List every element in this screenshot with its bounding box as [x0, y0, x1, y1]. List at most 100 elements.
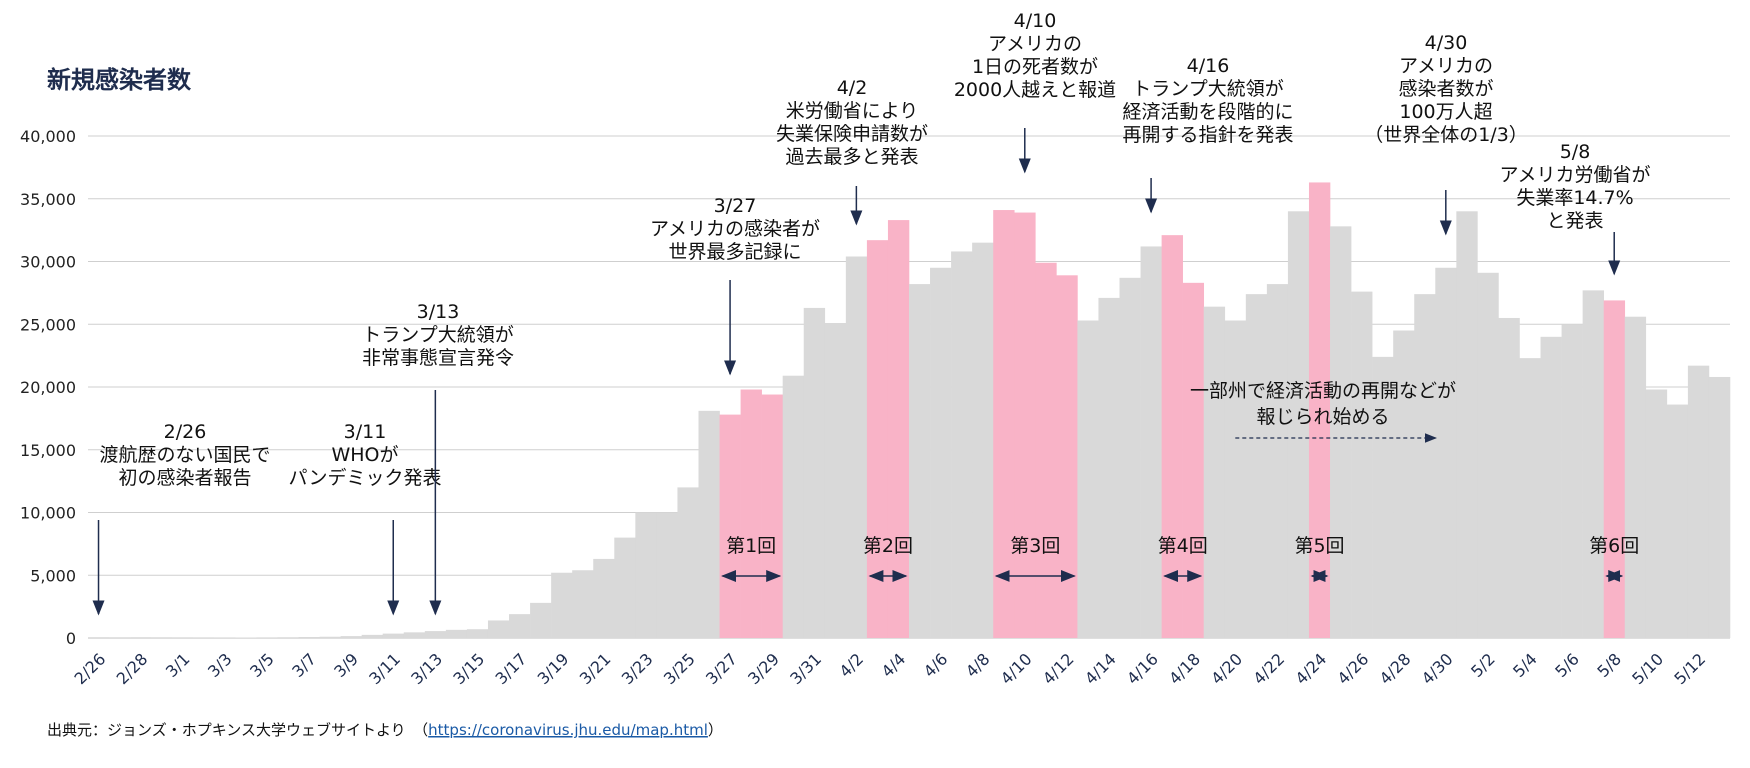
- x-tick-label: 4/2: [836, 649, 868, 681]
- annotation-line: 非常事態宣言発令: [362, 347, 514, 369]
- x-tick-label: 3/25: [660, 649, 699, 688]
- annotation-line: アメリカの感染者が: [650, 218, 820, 240]
- x-tick-label: 4/10: [997, 649, 1036, 688]
- bar: [1351, 291, 1373, 638]
- bar: [698, 410, 720, 638]
- annotation-line: 米労働省により: [786, 100, 919, 122]
- bar: [530, 602, 552, 638]
- x-tick-label: 4/6: [920, 649, 952, 681]
- bar: [1582, 290, 1604, 638]
- bar: [1561, 324, 1583, 638]
- round-markers: 第1回 第2回 第3回 第4回 第5回 第6回: [721, 535, 1639, 582]
- annotation-line: 1日の死者数が: [972, 56, 1098, 78]
- annotation-line: 4/2: [837, 77, 868, 99]
- annotation-line: （世界全体の1/3）: [1364, 124, 1528, 146]
- annotation-line: アメリカの: [1399, 55, 1493, 77]
- annotation-text: 4/10 アメリカの 1日の死者数が 2000人越えと報道: [954, 10, 1116, 101]
- annotation-line: 初の感染者報告: [118, 467, 251, 489]
- x-tick-label: 5/6: [1551, 649, 1583, 681]
- x-tick-label: 4/26: [1334, 649, 1373, 688]
- annotation-line: 失業保険申請数が: [776, 123, 928, 145]
- x-tick-label: 3/17: [492, 649, 531, 688]
- bar: [1266, 284, 1289, 638]
- bar: [487, 620, 510, 638]
- annotation-line: 世界最多記録に: [668, 241, 801, 263]
- bar: [1687, 365, 1710, 638]
- bar: [866, 240, 889, 639]
- annotation-text: 4/30 アメリカの感染者数が 100万人超（世界全体の1/3）: [1364, 32, 1528, 146]
- bar: [1477, 272, 1499, 638]
- bar: [1014, 212, 1036, 638]
- x-tick-label: 3/23: [618, 649, 657, 688]
- x-tick-label: 5/4: [1509, 649, 1541, 681]
- annotation-line: 渡航歴のない国民で: [99, 444, 270, 466]
- bar: [1035, 262, 1057, 638]
- bar: [361, 634, 384, 638]
- bar: [1372, 356, 1394, 638]
- bar: [1624, 316, 1647, 638]
- x-axis-ticks: 2/26 2/28 3/1 3/3 3/5 3/7 3/9 3/11 3/13 3/15 3/17 3…: [71, 649, 1710, 688]
- bar: [930, 267, 952, 638]
- round-label: 第6回: [1589, 535, 1639, 557]
- x-tick-label: 5/10: [1628, 649, 1667, 688]
- bar: [1287, 211, 1310, 639]
- bar: [951, 251, 973, 638]
- x-tick-label: 3/5: [246, 649, 278, 681]
- x-tick-label: 3/3: [204, 649, 236, 681]
- bar: [887, 220, 910, 638]
- annotation-text: 3/13 トランプ大統領が非常事態宣言発令: [362, 301, 514, 369]
- bar: [761, 394, 783, 638]
- annotation-line: 2/26: [164, 421, 207, 443]
- annotation-line: 3/11: [344, 421, 387, 443]
- y-axis-ticks: 0 5,000 10,000 15,000 20,000 25,000 30,000 35,0…: [20, 127, 76, 648]
- x-tick-label: 3/21: [576, 649, 615, 688]
- y-tick-label: 25,000: [20, 315, 76, 334]
- x-tick-label: 3/29: [744, 649, 783, 688]
- x-tick-label: 4/12: [1039, 649, 1078, 688]
- round-label: 第1回: [726, 535, 776, 557]
- bar: [340, 636, 362, 638]
- y-tick-label: 5,000: [30, 566, 76, 585]
- bar: [845, 256, 868, 638]
- y-tick-label: 20,000: [20, 378, 76, 397]
- bar: [656, 512, 678, 638]
- annotation-line: トランプ大統領が: [1132, 78, 1283, 100]
- x-tick-label: 4/30: [1418, 649, 1457, 688]
- bar: [719, 414, 741, 638]
- x-tick-label: 2/26: [71, 649, 110, 688]
- bar: [1224, 320, 1247, 638]
- x-tick-label: 2/28: [113, 649, 152, 688]
- annotations: 2/26 渡航歴のない国民で初の感染者報告 3/11 WHOがパンデミック発表 3/13…: [92, 10, 1651, 616]
- bar: [1330, 226, 1352, 639]
- x-tick-label: 3/1: [162, 649, 194, 681]
- x-tick-label: 4/14: [1081, 649, 1120, 688]
- x-tick-label: 3/7: [288, 649, 320, 681]
- annotation-line: 3/13: [417, 301, 460, 323]
- bar: [740, 389, 762, 638]
- annotation-line: と発表: [1546, 210, 1603, 232]
- annotation-line: 100万人超: [1399, 101, 1492, 123]
- annotation-line: 2000人越えと報道: [954, 79, 1116, 101]
- bar: [551, 572, 573, 638]
- bars: [88, 182, 1731, 639]
- bar: [1140, 246, 1162, 638]
- x-tick-label: 3/31: [786, 649, 825, 688]
- annotation-line: 感染者数が: [1398, 78, 1493, 100]
- bar: [1056, 275, 1078, 638]
- annotation-line: 4/16: [1187, 55, 1230, 77]
- bar: [235, 637, 257, 638]
- bar: [1245, 294, 1268, 638]
- x-tick-label: 4/4: [878, 649, 910, 681]
- bar: [1308, 182, 1331, 638]
- x-tick-label: 3/11: [365, 649, 404, 688]
- annotation-line: トランプ大統領が: [362, 324, 513, 346]
- annotation-line: 4/10: [1014, 10, 1057, 32]
- bar: [1077, 320, 1099, 638]
- source-link[interactable]: https://coronavirus.jhu.edu/map.html: [428, 721, 708, 739]
- bar: [993, 210, 1015, 639]
- bar: [572, 570, 594, 638]
- y-tick-label: 30,000: [20, 253, 76, 272]
- bar: [319, 636, 341, 638]
- annotation-text: 4/16 トランプ大統領が経済活動を段階的に再開する指針を発表: [1122, 55, 1293, 146]
